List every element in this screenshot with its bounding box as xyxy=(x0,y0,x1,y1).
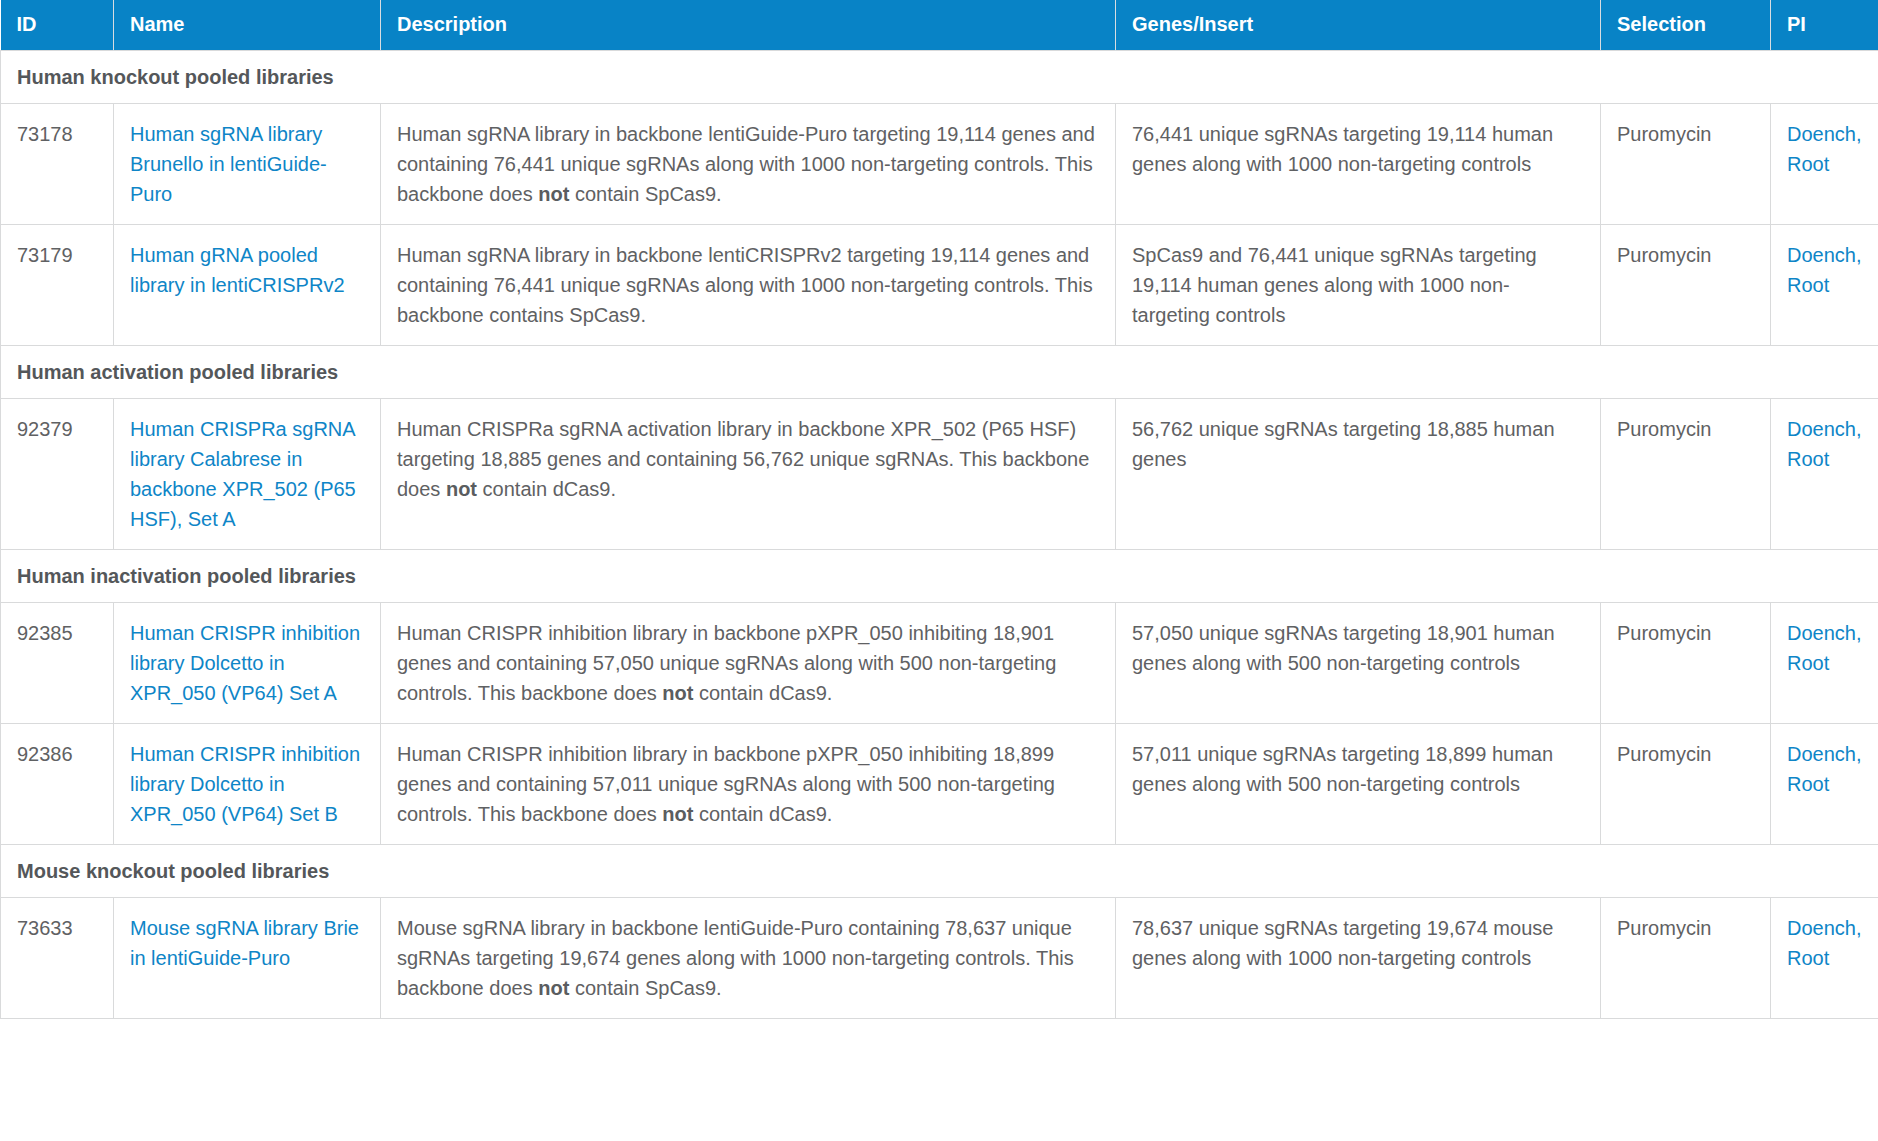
row-name-cell: Human CRISPR inhibition library Dolcetto… xyxy=(114,602,381,723)
table-body: Human knockout pooled libraries 73178 Hu… xyxy=(1,50,1878,1018)
row-description: Human CRISPR inhibition library in backb… xyxy=(381,602,1116,723)
table-row: 73179 Human gRNA pooled library in lenti… xyxy=(1,224,1878,345)
row-selection: Puromycin xyxy=(1601,398,1771,549)
table-row: 92385 Human CRISPR inhibition library Do… xyxy=(1,602,1878,723)
plasmid-link[interactable]: Mouse sgRNA library Brie in lentiGuide-P… xyxy=(130,917,359,969)
pi-link[interactable]: Root xyxy=(1787,773,1829,795)
table-row: 92379 Human CRISPRa sgRNA library Calabr… xyxy=(1,398,1878,549)
section-title: Human inactivation pooled libraries xyxy=(1,549,1878,602)
row-name-cell: Human CRISPR inhibition library Dolcetto… xyxy=(114,723,381,844)
row-id: 92385 xyxy=(1,602,114,723)
pi-link[interactable]: Doench, xyxy=(1787,917,1862,939)
pi-link[interactable]: Root xyxy=(1787,947,1829,969)
section-title: Human activation pooled libraries xyxy=(1,345,1878,398)
row-selection: Puromycin xyxy=(1601,224,1771,345)
row-id: 73633 xyxy=(1,897,114,1018)
pooled-libraries-table: ID Name Description Genes/Insert Selecti… xyxy=(0,0,1878,1019)
section-header-row: Mouse knockout pooled libraries xyxy=(1,844,1878,897)
pi-link[interactable]: Root xyxy=(1787,153,1829,175)
row-pi: Doench, Root xyxy=(1771,723,1878,844)
row-id: 73178 xyxy=(1,103,114,224)
row-name-cell: Mouse sgRNA library Brie in lentiGuide-P… xyxy=(114,897,381,1018)
table-header: ID Name Description Genes/Insert Selecti… xyxy=(1,0,1878,50)
row-genes: 57,050 unique sgRNAs targeting 18,901 hu… xyxy=(1116,602,1601,723)
row-description: Human CRISPRa sgRNA activation library i… xyxy=(381,398,1116,549)
row-name-cell: Human sgRNA library Brunello in lentiGui… xyxy=(114,103,381,224)
row-genes: 76,441 unique sgRNAs targeting 19,114 hu… xyxy=(1116,103,1601,224)
column-header-description: Description xyxy=(381,0,1116,50)
section-header-row: Human inactivation pooled libraries xyxy=(1,549,1878,602)
row-genes: 56,762 unique sgRNAs targeting 18,885 hu… xyxy=(1116,398,1601,549)
pi-link[interactable]: Root xyxy=(1787,274,1829,296)
row-genes: 78,637 unique sgRNAs targeting 19,674 mo… xyxy=(1116,897,1601,1018)
plasmid-link[interactable]: Human CRISPRa sgRNA library Calabrese in… xyxy=(130,418,356,530)
plasmid-link[interactable]: Human sgRNA library Brunello in lentiGui… xyxy=(130,123,327,205)
table-row: 92386 Human CRISPR inhibition library Do… xyxy=(1,723,1878,844)
row-selection: Puromycin xyxy=(1601,602,1771,723)
column-header-pi: PI xyxy=(1771,0,1878,50)
pi-link[interactable]: Root xyxy=(1787,448,1829,470)
section-header-row: Human activation pooled libraries xyxy=(1,345,1878,398)
pi-link[interactable]: Doench, xyxy=(1787,622,1862,644)
section-title: Human knockout pooled libraries xyxy=(1,50,1878,103)
column-header-selection: Selection xyxy=(1601,0,1771,50)
pi-link[interactable]: Root xyxy=(1787,652,1829,674)
row-description: Mouse sgRNA library in backbone lentiGui… xyxy=(381,897,1116,1018)
column-header-id: ID xyxy=(1,0,114,50)
column-header-name: Name xyxy=(114,0,381,50)
pi-link[interactable]: Doench, xyxy=(1787,123,1862,145)
row-pi: Doench, Root xyxy=(1771,398,1878,549)
row-id: 73179 xyxy=(1,224,114,345)
column-header-genes-insert: Genes/Insert xyxy=(1116,0,1601,50)
row-genes: SpCas9 and 76,441 unique sgRNAs targetin… xyxy=(1116,224,1601,345)
row-pi: Doench, Root xyxy=(1771,602,1878,723)
section-header-row: Human knockout pooled libraries xyxy=(1,50,1878,103)
row-id: 92379 xyxy=(1,398,114,549)
row-selection: Puromycin xyxy=(1601,723,1771,844)
plasmid-link[interactable]: Human gRNA pooled library in lentiCRISPR… xyxy=(130,244,345,296)
row-description: Human sgRNA library in backbone lentiGui… xyxy=(381,103,1116,224)
row-description: Human sgRNA library in backbone lentiCRI… xyxy=(381,224,1116,345)
row-id: 92386 xyxy=(1,723,114,844)
table-row: 73178 Human sgRNA library Brunello in le… xyxy=(1,103,1878,224)
row-pi: Doench, Root xyxy=(1771,224,1878,345)
pi-link[interactable]: Doench, xyxy=(1787,743,1862,765)
row-name-cell: Human gRNA pooled library in lentiCRISPR… xyxy=(114,224,381,345)
pi-link[interactable]: Doench, xyxy=(1787,418,1862,440)
row-name-cell: Human CRISPRa sgRNA library Calabrese in… xyxy=(114,398,381,549)
table-row: 73633 Mouse sgRNA library Brie in lentiG… xyxy=(1,897,1878,1018)
row-pi: Doench, Root xyxy=(1771,897,1878,1018)
row-description: Human CRISPR inhibition library in backb… xyxy=(381,723,1116,844)
header-row: ID Name Description Genes/Insert Selecti… xyxy=(1,0,1878,50)
pi-link[interactable]: Doench, xyxy=(1787,244,1862,266)
plasmid-link[interactable]: Human CRISPR inhibition library Dolcetto… xyxy=(130,743,360,825)
plasmid-link[interactable]: Human CRISPR inhibition library Dolcetto… xyxy=(130,622,360,704)
row-pi: Doench, Root xyxy=(1771,103,1878,224)
row-genes: 57,011 unique sgRNAs targeting 18,899 hu… xyxy=(1116,723,1601,844)
section-title: Mouse knockout pooled libraries xyxy=(1,844,1878,897)
row-selection: Puromycin xyxy=(1601,103,1771,224)
row-selection: Puromycin xyxy=(1601,897,1771,1018)
